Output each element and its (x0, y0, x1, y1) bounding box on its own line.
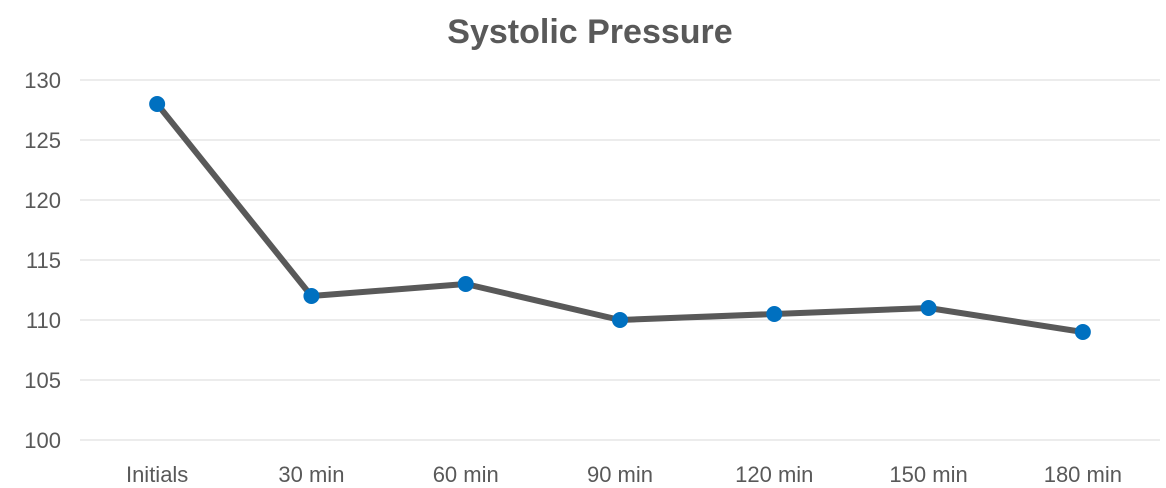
y-tick-label: 110 (26, 308, 61, 333)
data-point-marker (149, 96, 166, 112)
data-point-marker (457, 276, 474, 292)
y-tick-label: 115 (26, 248, 61, 273)
x-tick-label: 90 min (587, 462, 653, 487)
y-tick-label: 100 (24, 428, 61, 453)
x-tick-label: 30 min (278, 462, 344, 487)
y-tick-label: 105 (24, 368, 61, 393)
data-point-marker (920, 300, 937, 316)
y-axis-tick-labels: 100 105 110 115 120 125 130 (24, 68, 61, 453)
y-tick-label: 125 (24, 128, 61, 153)
x-tick-label: 150 min (889, 462, 967, 487)
y-tick-label: 120 (24, 188, 61, 213)
y-tick-label: 130 (24, 68, 61, 93)
gridlines (80, 79, 1160, 441)
chart-title: Systolic Pressure (447, 13, 732, 51)
series-line-group (154, 101, 1086, 335)
data-point-marker (303, 288, 320, 304)
x-tick-label: Initials (126, 462, 188, 487)
x-tick-label: 120 min (735, 462, 813, 487)
data-point-marker (612, 312, 628, 328)
x-tick-label: 60 min (433, 462, 499, 487)
data-markers (149, 96, 1091, 340)
x-axis-tick-labels: Initials 30 min 60 min 90 min 120 min 150 min… (126, 462, 1122, 487)
series-line (154, 101, 1086, 335)
data-point-marker (766, 306, 783, 322)
x-tick-label: 180 min (1044, 462, 1122, 487)
data-point-marker (1074, 324, 1091, 340)
